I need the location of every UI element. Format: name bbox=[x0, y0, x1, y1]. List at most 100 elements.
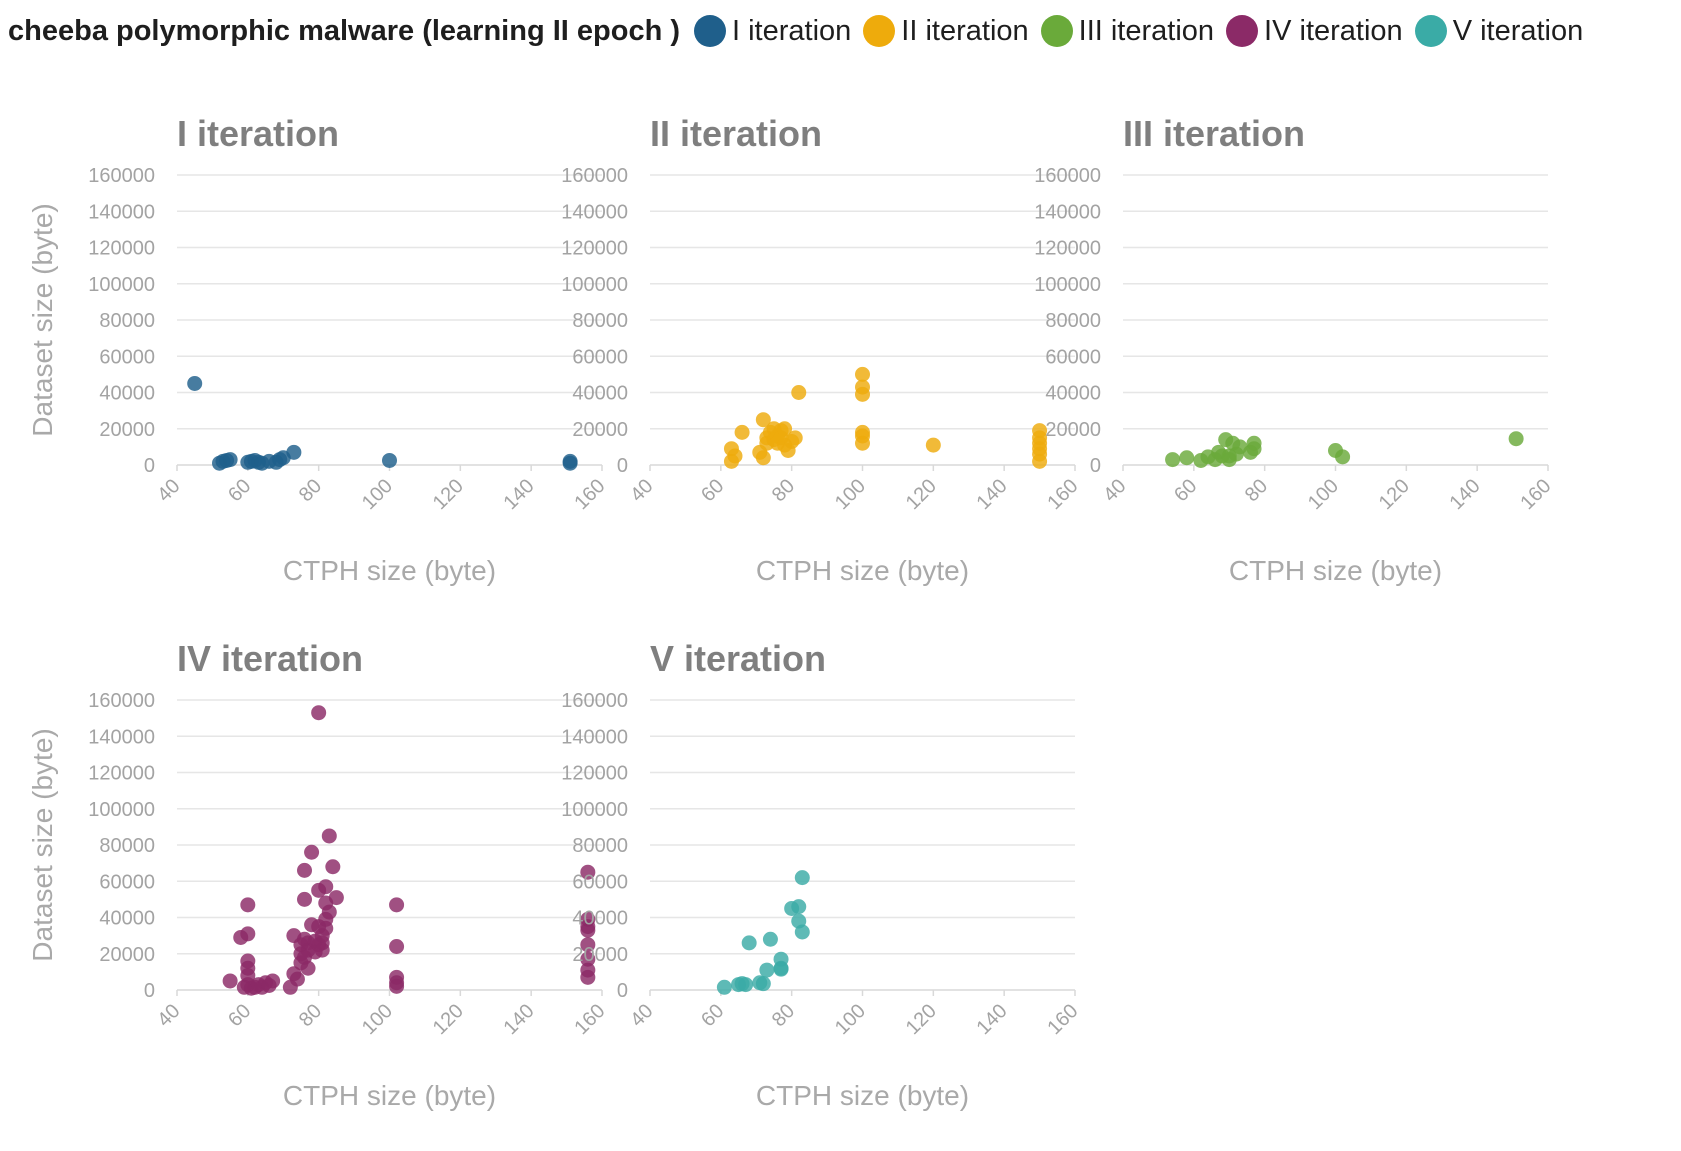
y-tick-label: 80000 bbox=[1045, 310, 1101, 332]
y-tick-label: 160000 bbox=[88, 690, 155, 712]
y-tick-label: 140000 bbox=[561, 201, 628, 223]
panel-title: III iteration bbox=[1123, 113, 1305, 154]
y-tick-label: 120000 bbox=[88, 238, 155, 260]
data-point[interactable] bbox=[580, 937, 596, 953]
y-tick-label: 40000 bbox=[99, 908, 155, 930]
data-point[interactable] bbox=[389, 939, 405, 954]
legend-label: IV iteration bbox=[1264, 14, 1403, 47]
data-point[interactable] bbox=[794, 924, 810, 940]
panel-5: V iteration 0 20000 40000 60000 80000 100000 12… bbox=[561, 638, 1082, 1111]
data-point[interactable] bbox=[855, 386, 870, 402]
data-point[interactable] bbox=[794, 870, 810, 886]
data-point[interactable] bbox=[240, 926, 256, 942]
y-tick-label: 120000 bbox=[561, 763, 628, 785]
panel-title: V iteration bbox=[650, 638, 826, 679]
data-point[interactable] bbox=[580, 969, 596, 985]
legend-item-i-iteration[interactable]: I iteration bbox=[694, 15, 851, 48]
y-tick-label: 0 bbox=[617, 980, 628, 1002]
data-point[interactable] bbox=[222, 973, 238, 989]
data-point[interactable] bbox=[297, 891, 312, 907]
y-tick-label: 80000 bbox=[99, 310, 155, 332]
data-point[interactable] bbox=[311, 705, 327, 721]
legend-label: II iteration bbox=[901, 14, 1029, 47]
data-point[interactable] bbox=[773, 961, 789, 977]
data-point[interactable] bbox=[791, 385, 807, 400]
y-tick-label: 0 bbox=[144, 980, 155, 1002]
data-point[interactable] bbox=[240, 897, 256, 913]
data-point[interactable] bbox=[265, 973, 281, 989]
data-point[interactable] bbox=[297, 862, 312, 878]
data-point[interactable] bbox=[580, 951, 596, 967]
data-point[interactable] bbox=[925, 437, 941, 453]
x-tick-label: 100 bbox=[358, 1000, 397, 1039]
data-point[interactable] bbox=[304, 844, 320, 860]
data-point[interactable] bbox=[314, 942, 330, 958]
data-point[interactable] bbox=[787, 430, 803, 446]
y-tick-label: 20000 bbox=[572, 944, 628, 966]
legend-swatch-icon bbox=[863, 15, 896, 47]
data-point[interactable] bbox=[738, 977, 754, 993]
y-tick-label: 40000 bbox=[1045, 383, 1101, 405]
legend-item-ii-iteration[interactable]: II iteration bbox=[863, 14, 1029, 48]
data-point[interactable] bbox=[716, 979, 732, 995]
data-point[interactable] bbox=[1032, 453, 1048, 469]
data-point[interactable] bbox=[328, 890, 344, 906]
data-point[interactable] bbox=[791, 899, 807, 915]
legend-item-iv-iteration[interactable]: IV iteration bbox=[1226, 15, 1403, 48]
y-tick-label: 40000 bbox=[572, 908, 628, 930]
legend-item-v-iteration[interactable]: V iteration bbox=[1414, 15, 1583, 48]
x-tick-label: 80 bbox=[295, 1000, 326, 1031]
data-point[interactable] bbox=[855, 435, 870, 451]
x-tick-label: 120 bbox=[902, 1000, 941, 1039]
data-point[interactable] bbox=[855, 366, 870, 382]
data-point[interactable] bbox=[759, 962, 775, 978]
data-point[interactable] bbox=[321, 904, 337, 920]
data-point[interactable] bbox=[734, 424, 750, 440]
data-point[interactable] bbox=[762, 931, 778, 947]
data-point[interactable] bbox=[222, 452, 238, 468]
data-point[interactable] bbox=[286, 444, 302, 460]
y-tick-label: 100000 bbox=[561, 799, 628, 821]
data-point[interactable] bbox=[1508, 431, 1524, 447]
data-point[interactable] bbox=[562, 453, 578, 469]
data-point[interactable] bbox=[777, 421, 793, 437]
data-point[interactable] bbox=[325, 859, 341, 875]
panel-title: IV iteration bbox=[177, 638, 363, 679]
data-point[interactable] bbox=[580, 864, 596, 880]
y-tick-label: 20000 bbox=[99, 944, 155, 966]
x-tick-label: 140 bbox=[1446, 475, 1485, 514]
data-point[interactable] bbox=[755, 976, 771, 992]
data-point[interactable] bbox=[580, 922, 596, 938]
data-point[interactable] bbox=[389, 978, 405, 994]
y-tick-label: 60000 bbox=[1045, 346, 1101, 368]
data-point[interactable] bbox=[300, 960, 316, 976]
data-point[interactable] bbox=[1165, 452, 1181, 468]
y-tick-label: 140000 bbox=[1034, 201, 1101, 223]
y-tick-label: 160000 bbox=[88, 165, 155, 187]
data-point[interactable] bbox=[1246, 435, 1262, 451]
x-tick-label: 40 bbox=[626, 1000, 657, 1031]
x-tick-label: 80 bbox=[768, 1000, 799, 1031]
data-point[interactable] bbox=[755, 450, 771, 466]
data-point[interactable] bbox=[318, 920, 334, 936]
data-point[interactable] bbox=[755, 412, 771, 428]
data-point[interactable] bbox=[382, 452, 397, 468]
data-point[interactable] bbox=[741, 935, 757, 951]
x-tick-label: 160 bbox=[1043, 475, 1082, 514]
data-point[interactable] bbox=[318, 879, 334, 895]
y-tick-label: 100000 bbox=[88, 799, 155, 821]
panel-2: II iteration 0 20000 40000 60000 80000 100000 1… bbox=[561, 113, 1082, 586]
data-point[interactable] bbox=[1179, 450, 1195, 466]
data-point[interactable] bbox=[187, 375, 203, 391]
data-point[interactable] bbox=[727, 448, 743, 464]
x-tick-label: 40 bbox=[1099, 475, 1130, 506]
x-tick-label: 160 bbox=[570, 1000, 609, 1039]
legend-item-iii-iteration[interactable]: III iteration bbox=[1040, 15, 1214, 48]
x-tick-label: 120 bbox=[1375, 475, 1414, 514]
data-point[interactable] bbox=[289, 971, 305, 987]
data-point[interactable] bbox=[321, 828, 337, 844]
x-tick-label: 80 bbox=[1241, 475, 1272, 506]
data-point[interactable] bbox=[1335, 449, 1351, 465]
data-point[interactable] bbox=[389, 897, 405, 913]
